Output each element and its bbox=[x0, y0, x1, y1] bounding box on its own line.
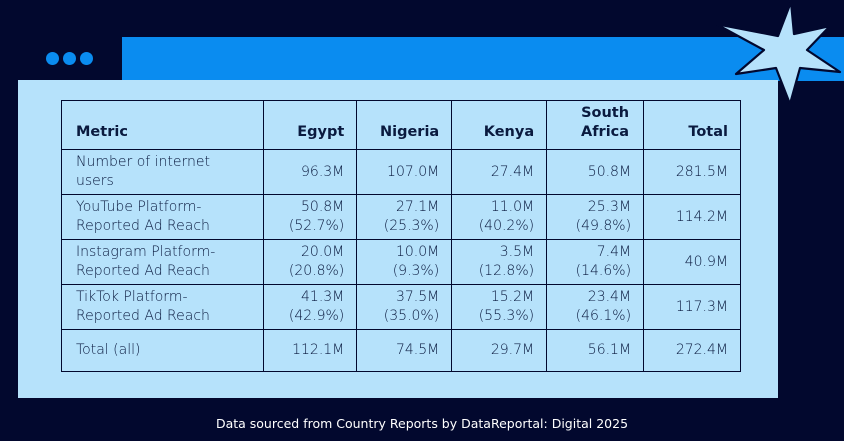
egypt-cell: 20.0M (20.8%) bbox=[263, 239, 358, 285]
south-africa-cell: 56.1M bbox=[546, 329, 645, 372]
nigeria-cell: 74.5M bbox=[356, 329, 453, 372]
metric-cell: Total (all) bbox=[60, 329, 265, 372]
col-header-south-africa: South Africa bbox=[546, 100, 645, 150]
nigeria-cell: 37.5M (35.0%) bbox=[356, 284, 453, 330]
total-cell: 117.3M bbox=[643, 284, 741, 330]
col-header-nigeria: Nigeria bbox=[356, 100, 453, 150]
source-footnote: Data sourced from Country Reports by Dat… bbox=[215, 416, 629, 431]
kenya-cell: 3.5M (12.8%) bbox=[451, 239, 548, 285]
metric-cell: TikTok Platform-Reported Ad Reach bbox=[60, 284, 265, 330]
nigeria-cell: 107.0M bbox=[356, 149, 453, 195]
metric-cell: Number of internet users bbox=[60, 149, 265, 195]
table-row: TikTok Platform-Reported Ad Reach 41.3M … bbox=[60, 284, 741, 330]
kenya-cell: 11.0M (40.2%) bbox=[451, 194, 548, 240]
table-row: Instagram Platform-Reported Ad Reach 20.… bbox=[60, 239, 741, 285]
col-header-egypt: Egypt bbox=[263, 100, 358, 150]
col-header-metric: Metric bbox=[60, 100, 265, 150]
title-bar-accent bbox=[122, 37, 844, 81]
egypt-cell: 112.1M bbox=[263, 329, 358, 372]
table-row: Total (all) 112.1M 74.5M 29.7M 56.1M 272… bbox=[60, 329, 741, 372]
metric-cell: Instagram Platform-Reported Ad Reach bbox=[60, 239, 265, 285]
south-africa-cell: 7.4M (14.6%) bbox=[546, 239, 645, 285]
data-table: Metric Egypt Nigeria Kenya South Africa … bbox=[60, 100, 741, 372]
total-cell: 281.5M bbox=[643, 149, 741, 195]
south-africa-cell: 25.3M (49.8%) bbox=[546, 194, 645, 240]
table-row: YouTube Platform-Reported Ad Reach 50.8M… bbox=[60, 194, 741, 240]
south-africa-cell: 23.4M (46.1%) bbox=[546, 284, 645, 330]
nigeria-cell: 27.1M (25.3%) bbox=[356, 194, 453, 240]
kenya-cell: 15.2M (55.3%) bbox=[451, 284, 548, 330]
total-cell: 114.2M bbox=[643, 194, 741, 240]
table-row: Number of internet users 96.3M 107.0M 27… bbox=[60, 149, 741, 195]
egypt-cell: 96.3M bbox=[263, 149, 358, 195]
egypt-cell: 41.3M (42.9%) bbox=[263, 284, 358, 330]
col-header-kenya: Kenya bbox=[451, 100, 548, 150]
metric-cell: YouTube Platform-Reported Ad Reach bbox=[60, 194, 265, 240]
window-dot-1 bbox=[46, 52, 59, 65]
total-cell: 272.4M bbox=[643, 329, 741, 372]
window-title-bar bbox=[18, 37, 844, 81]
header-row: Metric Egypt Nigeria Kenya South Africa … bbox=[60, 100, 741, 150]
egypt-cell: 50.8M (52.7%) bbox=[263, 194, 358, 240]
south-africa-cell: 50.8M bbox=[546, 149, 645, 195]
kenya-cell: 27.4M bbox=[451, 149, 548, 195]
window-dot-3 bbox=[80, 52, 93, 65]
col-header-total: Total bbox=[643, 100, 741, 150]
starburst-icon bbox=[714, 0, 842, 106]
kenya-cell: 29.7M bbox=[451, 329, 548, 372]
total-cell: 40.9M bbox=[643, 239, 741, 285]
window-dot-2 bbox=[63, 52, 76, 65]
nigeria-cell: 10.0M (9.3%) bbox=[356, 239, 453, 285]
